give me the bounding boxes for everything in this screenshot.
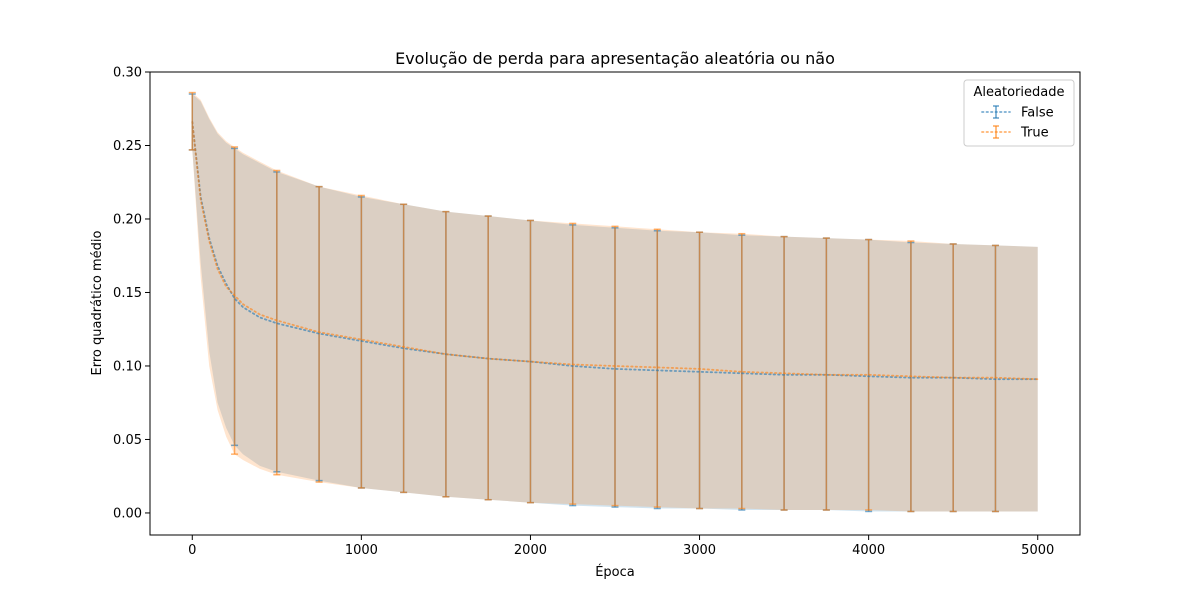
legend-box xyxy=(963,79,1075,147)
axes-frame xyxy=(149,71,1081,536)
x-tick-label: 4000 xyxy=(852,543,885,558)
legend: Aleatoriedade False True xyxy=(963,79,1075,147)
x-tick-label: 5000 xyxy=(1021,543,1054,558)
legend-label: True xyxy=(1020,126,1049,141)
chart-title: Evolução de perda para apresentação alea… xyxy=(395,49,835,68)
y-axis: 0.00 0.05 0.10 0.15 0.20 0.25 0.30 xyxy=(113,66,150,521)
legend-item-false: False xyxy=(981,105,1054,121)
x-tick-label: 1000 xyxy=(345,543,378,558)
series-line-true xyxy=(191,121,1039,381)
x-axis: 0 1000 2000 3000 4000 5000 xyxy=(188,535,1054,558)
errorbar-true xyxy=(696,231,704,510)
y-tick-label: 0.10 xyxy=(113,359,142,374)
y-tick-label: 0.20 xyxy=(113,212,142,227)
y-tick-label: 0.00 xyxy=(113,506,142,521)
errorbar-true xyxy=(653,228,661,508)
x-tick-label: 0 xyxy=(188,543,196,558)
y-tick-label: 0.30 xyxy=(113,66,142,81)
legend-title: Aleatoriedade xyxy=(974,85,1065,100)
x-tick-label: 2000 xyxy=(514,543,547,558)
x-axis-label: Época xyxy=(595,564,635,580)
y-tick-label: 0.25 xyxy=(113,139,142,154)
plot-area xyxy=(188,91,1039,513)
x-tick-label: 3000 xyxy=(683,543,716,558)
y-tick-label: 0.05 xyxy=(113,433,142,448)
errorbar-true xyxy=(231,146,239,455)
y-axis-label: Erro quadrático médio xyxy=(90,230,105,375)
legend-item-true: True xyxy=(981,125,1049,141)
errorbar-true xyxy=(273,169,281,476)
errorbar-true xyxy=(738,232,746,510)
errorbar-true xyxy=(315,185,323,483)
legend-label: False xyxy=(1021,106,1054,121)
y-tick-label: 0.15 xyxy=(113,286,142,301)
